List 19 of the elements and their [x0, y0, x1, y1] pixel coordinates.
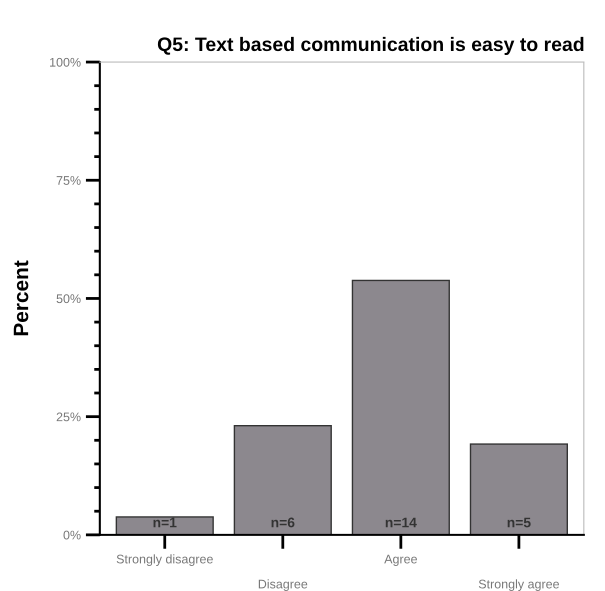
x-tick-label: Agree	[384, 554, 417, 566]
bar	[234, 424, 332, 535]
chart-title: Q5: Text based communication is easy to read	[158, 36, 584, 55]
bar	[470, 443, 568, 535]
y-tick-label: 50%	[56, 294, 81, 304]
annotation: n=5	[508, 518, 531, 528]
y-tick-label: 75%	[56, 176, 81, 185]
y-tick-label: 25%	[56, 412, 81, 422]
y-axis-title: Percent	[14, 260, 28, 336]
annotation: n=6	[272, 518, 294, 528]
x-tick-label: Disagree	[258, 579, 308, 591]
x-tick-label: Strongly agree	[478, 579, 559, 591]
bar	[352, 280, 450, 535]
annotation: n=14	[386, 518, 417, 528]
annotation: n=1	[154, 518, 177, 528]
bar	[116, 516, 214, 535]
y-tick-label: 100%	[50, 58, 81, 67]
y-tick-label: 0%	[63, 530, 81, 540]
x-tick-label: Strongly disagree	[116, 554, 213, 566]
